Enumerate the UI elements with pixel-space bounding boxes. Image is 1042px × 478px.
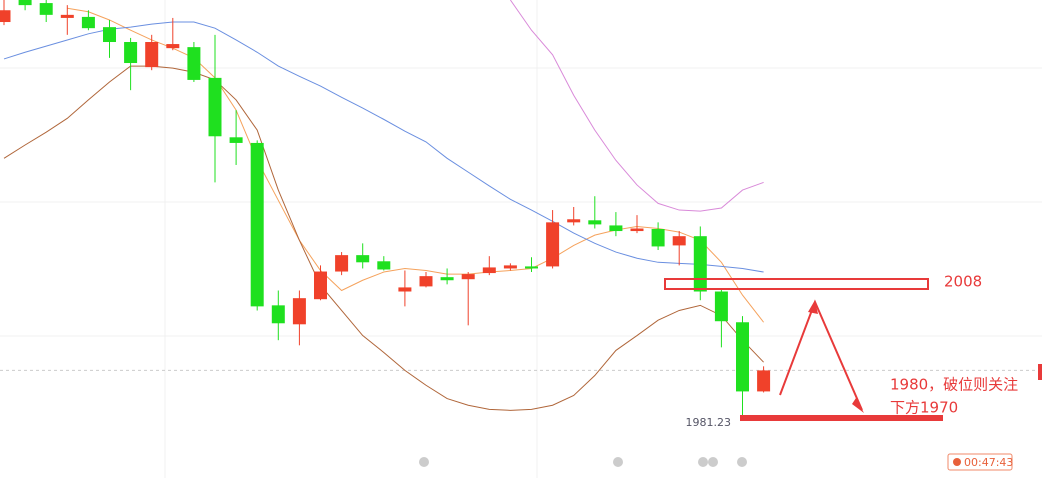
plot [0, 0, 1042, 421]
candle-body [714, 291, 728, 322]
arrow-head [808, 300, 864, 413]
candle-body [672, 236, 686, 246]
candle-body [567, 219, 581, 223]
resistance-box [664, 278, 929, 290]
candle-body [145, 42, 159, 68]
timer-box [947, 453, 1013, 471]
ma-line [3, 65, 764, 411]
candle-body [166, 44, 180, 49]
candle-body [482, 267, 496, 274]
price-marker [1038, 364, 1042, 380]
ma-line [67, 7, 764, 323]
candle-body [440, 277, 454, 281]
candle-body [757, 370, 771, 392]
candle-body [187, 47, 201, 80]
support-line [740, 415, 943, 421]
candle-body [419, 276, 433, 287]
event-icon [737, 457, 747, 467]
candle-body [588, 220, 602, 225]
candle-body [356, 255, 370, 263]
candle-body [292, 298, 306, 325]
candle-body [693, 236, 707, 292]
candle-body [60, 14, 74, 18]
candle-body [250, 142, 264, 307]
candle-body [525, 266, 538, 269]
candle-body [335, 255, 349, 272]
candle-body [630, 228, 644, 232]
candle-body [461, 274, 475, 280]
event-icon [613, 457, 623, 467]
event-icon [419, 457, 429, 467]
candle-body [651, 229, 665, 247]
candle-body [229, 137, 243, 143]
annotation: 下方1970 [890, 399, 958, 417]
candle-body [81, 16, 95, 29]
annotation: 1980，破位则关注 [890, 376, 1018, 394]
candle-body [0, 10, 11, 23]
candle-body [39, 3, 53, 15]
event-icon [698, 457, 708, 467]
candle-body [736, 322, 749, 392]
candle-body [314, 271, 327, 300]
ma-line [509, 0, 764, 212]
candle-body [124, 42, 138, 64]
ma-line [3, 21, 764, 273]
low-label: 1981.23 [686, 416, 732, 429]
arrow-path [779, 299, 863, 411]
candle-body [18, 0, 32, 6]
annotation: 2008 [944, 273, 982, 291]
candle-body [609, 225, 623, 232]
timer: 00:47:43 [964, 456, 1013, 469]
event-icons [419, 457, 747, 467]
event-icon [708, 457, 718, 467]
candle-body [546, 222, 560, 267]
candle-body [398, 287, 412, 292]
timer-icon [953, 458, 961, 466]
candle-body [208, 77, 222, 137]
candle-body [103, 27, 116, 43]
candle-body [271, 305, 285, 324]
candle-body [377, 261, 391, 270]
candle-body [503, 265, 517, 269]
